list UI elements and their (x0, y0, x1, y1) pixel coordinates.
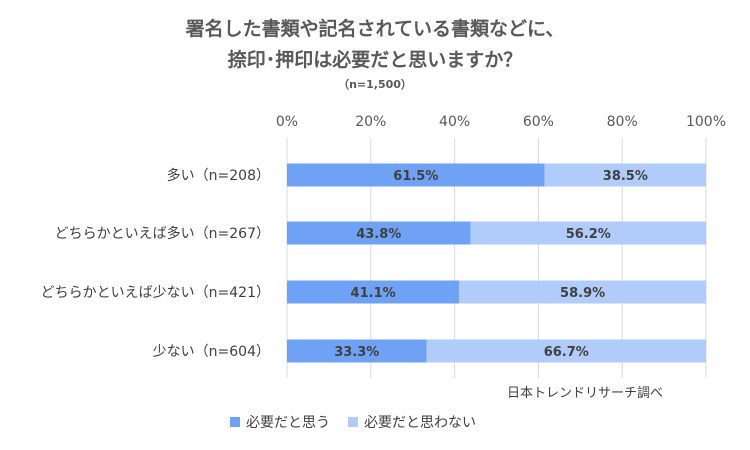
bar-need (287, 221, 471, 245)
data-label: 38.5% (603, 169, 648, 184)
category-label: どちらかといえば少ない（n=421） (41, 285, 270, 301)
legend-swatch-need (230, 417, 240, 427)
data-label: 43.8% (356, 227, 401, 242)
category-label: 少ない（n=604） (153, 344, 270, 360)
data-label: 41.1% (351, 286, 396, 301)
legend-label-need: 必要だと思う (246, 415, 330, 431)
bar-not-need (459, 280, 706, 304)
x-tick-label: 100% (686, 114, 726, 130)
legend: 必要だと思う 必要だと思わない (230, 412, 494, 432)
bar-not-need (544, 163, 706, 187)
category-label: 多い（n=208） (167, 167, 270, 184)
bar-need (287, 280, 460, 304)
x-tick-label: 60% (523, 114, 554, 130)
legend-item-need: 必要だと思う (230, 412, 330, 432)
chart-subtitle: （n=1,500） (338, 78, 412, 91)
chart-title-line2: 捺印･押印は必要だと思いますか？ (227, 49, 523, 71)
x-tick-label: 20% (355, 114, 386, 130)
chart-title-line1: 署名した書類や記名されている書類などに、 (185, 18, 565, 40)
legend-label-not-need: 必要だと思わない (364, 415, 476, 431)
data-label: 33.3% (334, 345, 379, 360)
data-label: 66.7% (544, 345, 589, 360)
x-tick-label: 0% (276, 114, 298, 130)
source-note: 日本トレンドリサーチ調べ (507, 386, 664, 401)
data-label: 61.5% (393, 169, 438, 184)
x-tick-label: 40% (439, 114, 470, 130)
bar-need (287, 163, 545, 187)
data-label: 56.2% (566, 227, 611, 242)
category-label: どちらかといえば多い（n=267） (55, 225, 270, 242)
bar-not-need (470, 221, 706, 245)
data-label: 58.9% (560, 286, 605, 301)
bar-not-need (426, 339, 706, 363)
legend-item-not-need: 必要だと思わない (348, 412, 476, 432)
bar-need (287, 339, 427, 363)
legend-swatch-not-need (348, 417, 358, 427)
x-tick-label: 80% (607, 114, 638, 130)
